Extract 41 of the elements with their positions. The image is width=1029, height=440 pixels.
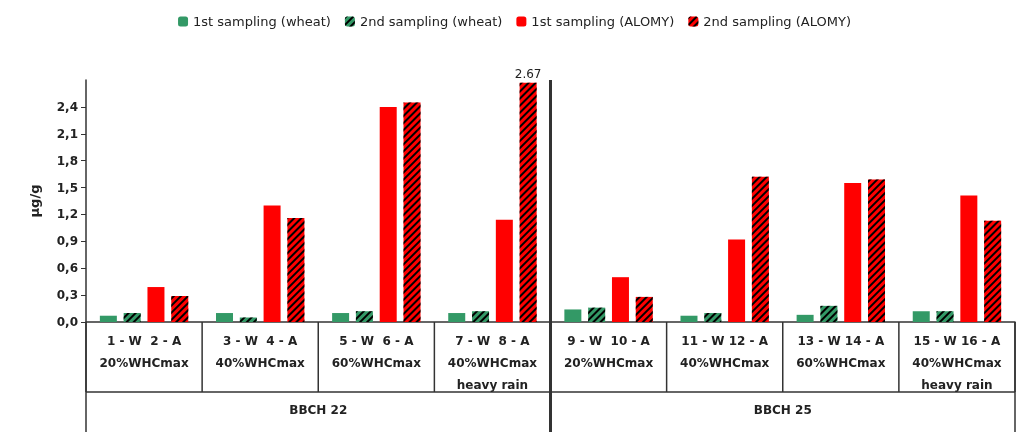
legend-label: 2nd sampling (wheat) (359, 14, 503, 29)
y-tick-label: 0,3 (56, 288, 78, 303)
bar (215, 313, 233, 322)
data-label: 2.67 (514, 66, 542, 81)
y-tick-label: 1,8 (56, 153, 78, 168)
x-tick-label: 7 - W 8 - A 40%WHCmax heavy rain (447, 334, 538, 392)
x-tick-label: 13 - W 14 - A 60%WHCmax (796, 334, 886, 370)
y-tick-label: 0,9 (56, 234, 78, 249)
x-tick-label: 15 - W 16 - A 40%WHCmax heavy rain (912, 334, 1002, 392)
y-tick-label: 1,2 (56, 207, 78, 222)
y-tick-label: 2,4 (56, 99, 78, 114)
bar (379, 106, 397, 322)
bar (844, 183, 862, 322)
text: BBCH 25 (753, 403, 812, 417)
legend-label: 1st sampling (wheat) (193, 14, 331, 29)
bar (332, 313, 350, 322)
y-tick-label: 0,0 (56, 315, 78, 329)
y-tick-label: 2,1 (56, 126, 78, 141)
x-tick-label: 11 - W 12 - A 40%WHCmax (680, 334, 770, 370)
bar (912, 311, 930, 322)
bar (680, 315, 698, 322)
bar (99, 315, 117, 322)
legend-label: 2nd sampling (ALOMY) (703, 14, 851, 29)
y-tick-label: 0,6 (56, 261, 78, 276)
bar (796, 314, 814, 322)
x-tick-label: 5 - W 6 - A 60%WHCmax (331, 334, 422, 370)
bar (448, 313, 466, 322)
bar (263, 205, 281, 322)
bar (495, 219, 513, 322)
y-axis-title: µg/g (27, 184, 42, 218)
bar (728, 239, 746, 322)
y-tick-label: 1,5 (56, 180, 78, 195)
x-tick-label: 1 - W 2 - A 20%WHCmax (99, 334, 189, 370)
bar (960, 195, 978, 322)
text: BBCH 22 (289, 403, 348, 417)
x-tick-label: 3 - W 4 - A 40%WHCmax (215, 334, 306, 370)
x-tick-label: 9 - W 10 - A 20%WHCmax (563, 334, 654, 370)
bar (611, 277, 629, 322)
bar (147, 287, 165, 322)
legend-label: 1st sampling (ALOMY) (531, 14, 675, 29)
bar (564, 309, 582, 322)
